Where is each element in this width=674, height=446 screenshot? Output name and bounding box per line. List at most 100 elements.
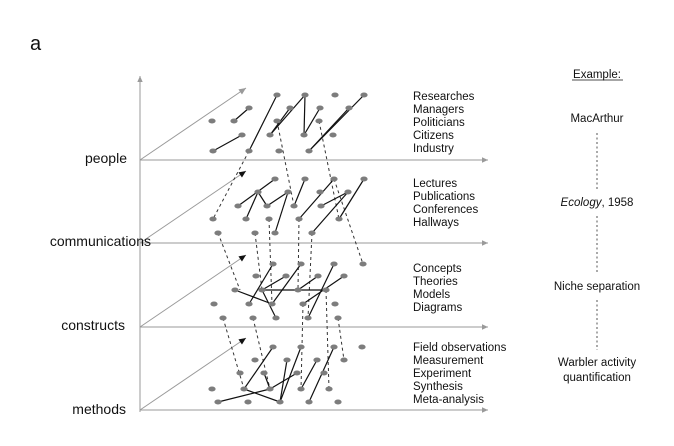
network-node <box>268 301 276 307</box>
vertical-axis-arrow <box>137 76 143 82</box>
network-edge <box>293 178 306 207</box>
network-edge <box>338 178 365 220</box>
layer-horizontal-axis-arrow <box>482 324 488 330</box>
communications-item: Conferences <box>413 204 478 216</box>
network-node <box>290 203 298 209</box>
network-node <box>209 216 217 222</box>
network-node <box>360 92 368 98</box>
network-edge <box>320 191 349 207</box>
network-node <box>245 148 253 154</box>
network-edge <box>217 388 271 403</box>
network-node <box>330 344 338 350</box>
network-node <box>251 230 259 236</box>
network-node <box>234 203 242 209</box>
network-node <box>358 344 366 350</box>
layer-label-communications: communications <box>50 233 151 249</box>
cross-layer-dashed-links <box>212 120 364 390</box>
network-node <box>315 118 323 124</box>
network-node <box>331 301 339 307</box>
constructs-items: Concepts Theories Models Diagrams <box>413 263 462 314</box>
layer-horizontal-axis-arrow <box>482 240 488 246</box>
network-node <box>269 261 277 267</box>
network-edge <box>212 134 243 152</box>
network-node <box>314 273 322 279</box>
cross-layer-link <box>222 317 245 390</box>
network-node <box>260 370 268 376</box>
cross-layer-link <box>217 232 241 291</box>
methods-item: Experiment <box>413 368 472 380</box>
methods-item: Synthesis <box>413 381 463 393</box>
example-people: MacArthur <box>570 113 623 125</box>
network-node <box>209 148 217 154</box>
network-node <box>304 315 312 321</box>
network-node <box>208 386 216 392</box>
network-edges <box>212 94 365 403</box>
network-node <box>313 357 321 363</box>
cross-layer-link <box>252 317 271 390</box>
network-node <box>301 176 309 182</box>
cross-layer-link <box>297 218 300 291</box>
network-edge <box>233 107 250 122</box>
network-node <box>271 230 279 236</box>
communications-items: Lectures Publications Conferences Hallwa… <box>413 178 478 229</box>
cross-layer-link <box>333 178 364 265</box>
network-node <box>208 118 216 124</box>
example-journal: Ecology <box>561 197 603 209</box>
people-item: Managers <box>413 104 464 116</box>
network-node <box>269 344 277 350</box>
network-edge <box>243 388 281 403</box>
network-node <box>317 203 325 209</box>
layer-depth-axis-arrow <box>238 171 246 178</box>
network-node <box>325 386 333 392</box>
communications-item: Publications <box>413 191 475 203</box>
network-node <box>244 399 252 405</box>
network-edge <box>279 346 302 403</box>
layer-depth-axis-arrow <box>238 88 246 95</box>
network-node <box>266 132 274 138</box>
network-edge <box>300 359 318 390</box>
methods-items: Field observations Measurement Experimen… <box>413 342 507 406</box>
constructs-item: Models <box>413 289 450 301</box>
network-node <box>316 189 324 195</box>
people-item: Citizens <box>413 130 454 142</box>
network-node <box>331 92 339 98</box>
layer-depth-axis <box>139 254 247 328</box>
cross-layer-link <box>337 317 345 361</box>
example-methods-line1: Warbler activity <box>558 357 636 369</box>
methods-item: Field observations <box>413 342 507 354</box>
example-constructs: Niche separation <box>554 281 640 293</box>
network-node <box>249 315 257 321</box>
network-node <box>283 357 291 363</box>
layer-depth-axis <box>139 337 247 411</box>
network-node <box>305 399 313 405</box>
network-node <box>297 344 305 350</box>
layer-horizontal-axis-arrow <box>482 157 488 163</box>
layer-label-constructs: constructs <box>61 317 125 333</box>
layer-depth-axis-arrow <box>238 255 246 262</box>
network-node <box>322 287 330 293</box>
network-node <box>293 370 301 376</box>
network-node <box>240 386 248 392</box>
people-item: Politicians <box>413 117 465 129</box>
network-node <box>344 189 352 195</box>
network-edge <box>279 359 288 403</box>
example-header: Example: <box>573 69 621 81</box>
people-item: Industry <box>413 143 454 155</box>
network-edge <box>274 191 289 234</box>
network-nodes <box>208 92 368 405</box>
network-edge <box>248 94 278 152</box>
network-node <box>297 386 305 392</box>
network-node <box>316 105 324 111</box>
network-node <box>266 386 274 392</box>
cross-layer-link <box>318 120 340 220</box>
methods-item: Meta-analysis <box>413 394 484 406</box>
network-node <box>263 203 271 209</box>
network-node <box>330 261 338 267</box>
layer-depth-axis <box>139 87 247 161</box>
network-node <box>273 92 281 98</box>
network-node <box>340 357 348 363</box>
layer-label-methods: methods <box>72 401 126 417</box>
network-edge <box>245 191 259 220</box>
network-node <box>245 105 253 111</box>
network-node <box>238 132 246 138</box>
